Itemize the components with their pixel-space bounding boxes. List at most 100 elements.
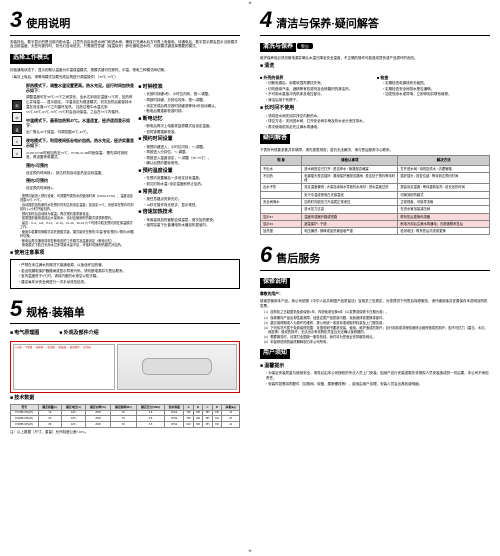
clean-maintain-header: 清洗与保养 — [260, 43, 296, 53]
longidle-item: 请将进水阀关闭并排空内胆的水。 — [266, 114, 490, 119]
spec-cell: ES80H-M5(2E) — [11, 422, 39, 428]
longidle-h: 长时间不使用 — [260, 106, 490, 113]
section-5-h1b: 外观及部件介绍 — [59, 331, 98, 338]
spec-cell: IPX4 — [165, 422, 184, 428]
right-column: 4 清洁与保养·疑问解答 清洗与保养 警告 维护保养前必须切断电源并确认水温已降… — [250, 0, 500, 556]
spec-diagram-box: L火线 — N零线 — 加热管 — 温控器 — 限温器 — 漏电保护 — 显示板 — [10, 341, 240, 393]
usage-notes-box: 严禁在未注满水的情况下接通电源，以免烧坏加热管。若出现漏电保护器跳闸或显示异常代… — [10, 259, 240, 288]
trouble-cell: 检测电压 / 联系售后清洗或更换 — [398, 228, 490, 235]
trouble-cell: 不加热 — [261, 172, 302, 184]
spec-note: 注：以上数据（尺寸、重量）允许制造公差±10%。 — [10, 430, 240, 435]
trouble-cell — [261, 206, 302, 213]
mode-header: 选择工作模式 — [10, 54, 52, 64]
warranty-item: 保修期内产品出现性能故障，经鉴定属产品质量问题，免费维修或更换零部件。 — [268, 316, 490, 320]
s3-right-heading: 时钟校准 — [138, 85, 240, 92]
left-column: 3 使用说明 安装好后，数字显示的是当前内胆水温。注意先自启动进水阀门和进水阀，… — [0, 0, 250, 556]
section-5-h2: 技术数据 — [10, 396, 240, 403]
trouble-cell: 进水阀是否已打开 / 是否停水 / 管路是否堵塞 — [302, 165, 398, 172]
warranty-item: 自购机之日起整机免费保修1年，内胆免费包换8年（以发票或保修卡日期为准）。 — [268, 310, 490, 314]
s3-right-line: 到达时刻水温≥设定温度即停止加热。 — [144, 182, 240, 187]
s3-right-line: 再按进入分钟位，+/-调整。 — [144, 150, 240, 155]
trouble-cell: 提高设定温度 / 等待重新加热 / 延长加热时间 — [398, 184, 490, 191]
trouble-row: 安全阀滴水加热时内胆压力升高属正常泄压正常现象，可接导流管 — [261, 198, 490, 205]
trouble-row: 不加热电源插头是否插好 / 漏电保护器是否跳闸 / 是否处于预约等待时段插好插头… — [261, 172, 490, 184]
mode-block-1: 中温模式下，最高加热到45℃。水温适宜，经济适用显示如下：出厂默认45℃保温，可… — [26, 118, 134, 135]
mode-block-2: 夜电模式下，利用夜间低谷电价加热。热水充足，经济实惠显示如下：21:00-07:… — [26, 138, 134, 160]
warranty-item: 需要服务时，请拨打全国统一服务热线，我们将为您就近安排服务网点。 — [268, 335, 490, 339]
mode-block-0: 即热模式下，调整水温设置更高。热水充足。运行时间加快显示如下：调整温度可在30℃… — [26, 83, 134, 115]
s3-right-line: 断电后再次上电能恢复原模式及设定温度。 — [144, 124, 240, 129]
trouble-cell: 超温保护 / 干烧 — [302, 220, 398, 227]
electrical-schematic: L火线 — N零线 — 加热管 — 温控器 — 限温器 — 漏电保护 — 显示板 — [13, 344, 115, 390]
trouble-cell: 安全阀滴水 — [261, 198, 302, 205]
warm-tip-item: 安装时如需另购配件（如角阀、软管、膨胀螺栓等），费用由用户自理，安装人员会出具收… — [266, 382, 490, 387]
s3-right-line: 10秒无操作背光熄灭，显示常驻。 — [144, 203, 240, 208]
s3-right-line: 采用高效加热管配合保温层，首次加热更快。 — [144, 218, 240, 223]
longidle-item: 再次使用前务必先注满水再通电。 — [266, 125, 490, 130]
trouble-table: 现 象请检认事项解决方法不出水进水阀是否已打开 / 是否停水 / 管路是否堵塞打… — [260, 155, 490, 235]
trouble-cell: 出水不热 — [261, 184, 302, 191]
spec-cell: 350 — [212, 422, 222, 428]
clean-left-item: 清洁后用干布擦干。 — [266, 98, 373, 103]
mode-icon-5: ② — [12, 148, 22, 158]
mode-icon-1: 即 — [12, 100, 22, 110]
usage-note-item: 严禁在未注满水的情况下接通电源，以免烧坏加热管。 — [19, 263, 237, 268]
s3-right-line: 长按时钟键2秒，小时位闪烁，按+/-调整。 — [144, 92, 240, 97]
clean-header: 清洗 — [260, 64, 490, 71]
trouble-row: 加热慢电压偏低 / 镁棒或加热管结垢严重检测电压 / 联系售后清洗或更换 — [261, 228, 490, 235]
spec-cell: 390 — [193, 422, 203, 428]
s3-right-line: 确认后预约图标常亮。 — [144, 161, 240, 166]
spec-cell: 220~ — [62, 422, 86, 428]
trouble-cell: 显示E2 — [261, 220, 302, 227]
warranty-list: 自购机之日起整机免费保修1年，内胆免费包换8年（以发票或保修卡日期为准）。保修期… — [260, 310, 490, 344]
clean-left-item: 不可用水直接冲洗机体及电控部分。 — [266, 92, 373, 97]
trouble-cell: 处于中温或夜电白天保温段 — [302, 191, 398, 198]
warm-tip-item: 为保证安装质量与使用安全，请务必由本公司授权的专业人员上门安装；因用户自行安装或… — [266, 371, 490, 380]
mode-title: 夜电模式下，利用夜间低谷电价加热。热水充足，经济实惠显示如下： — [26, 138, 134, 148]
trouble-cell: 显示E1 — [261, 213, 302, 220]
mode-longtext-item: 留意：0-4、4-8、8-12、12-16、16-20、20-24 六个时段中若… — [20, 221, 134, 229]
spec-row: ES80H-M5(2E)80220~2000500.8IPX4920390385… — [11, 422, 240, 428]
mode-block-3: 预约1可预约设定预约时间段1，到达时刻自动加热至目标温度。 — [26, 163, 134, 175]
user-notice-header: 用户须知 — [260, 349, 290, 359]
trouble-cell: 加热时内胆压力升高属正常泄压 — [302, 198, 398, 205]
warning-text: 维护保养前必须切断电源并确认水温已降至安全温度，不正确的操作可能造成烫伤或产品损… — [260, 56, 490, 61]
mode-title: 即热模式下，调整水温设置更高。热水充足。运行时间加快显示如下： — [26, 83, 134, 93]
mode-note: （每次上电后，请等待模式加载完成后再进行调温操作）（30℃-75℃） — [10, 75, 240, 80]
section-6-header: 6 售后服务 — [260, 241, 490, 271]
mode-detail: 设定预约时间段1，到达时刻自动加热至目标温度。 — [26, 171, 134, 176]
clean-right-item: 定期检查安全阀排水是否通畅。 — [383, 87, 490, 92]
section-4-header: 4 清洁与保养·疑问解答 — [260, 6, 490, 36]
s3-right-line: 再按时钟键，分钟位闪烁，按+/-调整。 — [144, 98, 240, 103]
appearance-photo — [117, 344, 237, 390]
section-3-header: 3 使用说明 — [10, 6, 240, 36]
spec-cell: 50 — [110, 422, 136, 428]
tank-shape — [142, 358, 213, 376]
mode-icon-3: 夜 — [12, 124, 22, 134]
trouble-cell: 电源插头是否插好 / 漏电保护器是否跳闸 / 是否处于预约等待时段 — [302, 172, 398, 184]
spec-cell: 385 — [203, 422, 213, 428]
usage-note-item: 建议每年对安全阀进行一次手动泄压检查。 — [19, 280, 237, 285]
s3-right-line: 断电后需重新校准时钟。 — [144, 109, 240, 114]
section-4-number: 4 — [260, 6, 272, 35]
s3-right-line: 按预约键进入，小时位闪烁，+/-调整。 — [144, 145, 240, 150]
trouble-cell — [261, 191, 302, 198]
dear-user: 尊敬的用户： — [260, 292, 490, 297]
clean-left-item: 切断电源后，用柔软湿布擦拭外壳。 — [266, 81, 373, 86]
mode-longtext-item: 按预约键进入预约设置，可调整所需热水的使用时间（00:00-23:59），温度设… — [20, 194, 134, 202]
s3-right-heading: 倍速加热技术 — [138, 210, 240, 217]
s3-right-heading: 断电记忆 — [138, 117, 240, 124]
section-5-number: 5 — [10, 295, 22, 324]
warranty-item: 本保修说明的最终解释权归本公司所有。 — [268, 340, 490, 344]
s3-right-heading: 常亮显示 — [138, 190, 240, 197]
section-3-number: 3 — [10, 6, 22, 35]
spec-table: 型号额定容量(L)额定电压(V)额定功率(W)额定频率(Hz)额定压力(MPa)… — [10, 404, 240, 428]
trouble-cell: 打开进水阀 / 待恢复供水 / 清理管路 — [398, 165, 490, 172]
trouble-row: 显示E1温度传感器开路或短路联系售后更换传感器 — [261, 213, 490, 220]
warning-label: 警告 — [297, 43, 313, 49]
trouble-cell: 电压偏低 / 镁棒或加热管结垢严重 — [302, 228, 398, 235]
s3-right-line: 设定完成后再次按时钟键或等待5秒自动确认。 — [144, 104, 240, 109]
trouble-cell: 设定温度偏低 / 大量连续用水导致热水用尽 / 进水温度过低 — [302, 184, 398, 191]
clean-right-item: 定期检查电源线有无破损。 — [383, 81, 490, 86]
longidle-item: 排空方法：关闭进水阀，打开安全阀手柄及热水龙头泄压排水。 — [266, 119, 490, 124]
